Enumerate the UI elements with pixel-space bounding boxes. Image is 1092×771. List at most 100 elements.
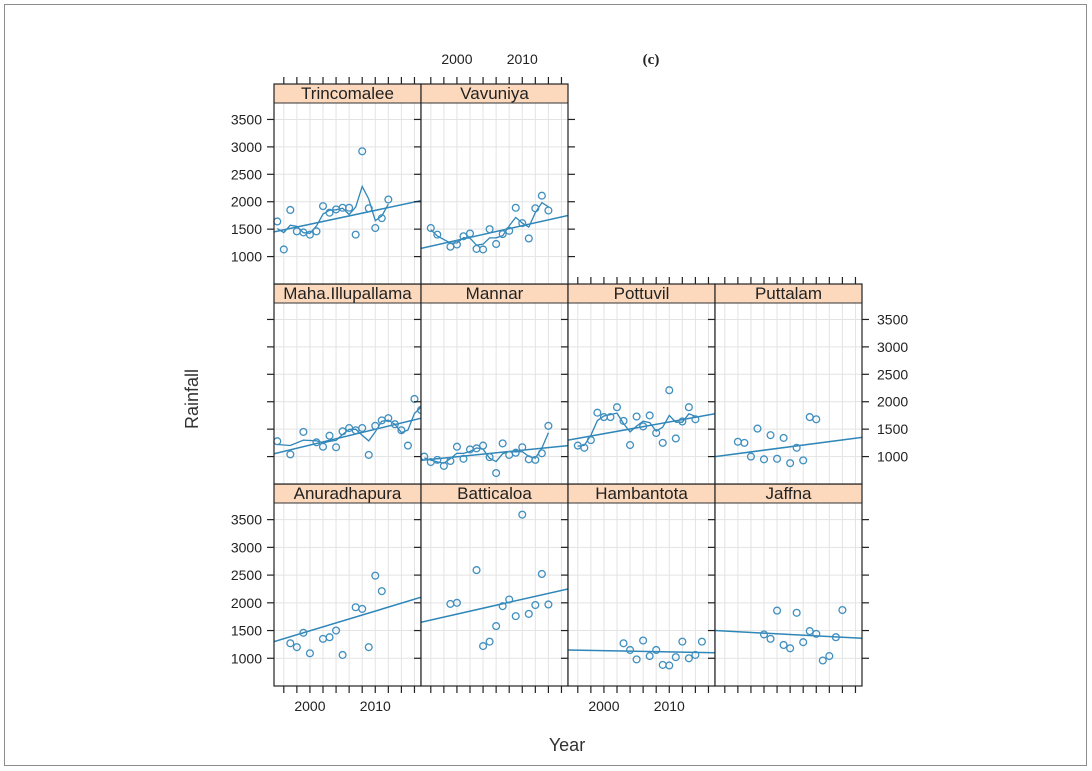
data-point bbox=[537, 191, 546, 200]
data-point bbox=[377, 587, 386, 596]
y-axis-label: Rainfall bbox=[182, 369, 202, 429]
data-point bbox=[358, 604, 367, 613]
trend-line bbox=[568, 649, 715, 654]
data-point bbox=[292, 643, 301, 652]
data-point bbox=[485, 637, 494, 646]
data-point bbox=[639, 636, 648, 645]
data-point bbox=[665, 661, 674, 670]
panel-mannar: Mannar bbox=[414, 283, 569, 485]
data-point bbox=[671, 434, 680, 443]
data-point bbox=[325, 208, 334, 217]
data-point bbox=[773, 606, 782, 615]
data-point bbox=[498, 602, 507, 611]
panel-puttalam: Puttalam bbox=[708, 283, 869, 485]
strip-label-maha-illupallama: Maha.Illupallama bbox=[283, 284, 412, 303]
data-point bbox=[485, 453, 494, 462]
y-tick-label: 3500 bbox=[231, 512, 262, 528]
trend-line bbox=[715, 436, 862, 458]
panel-background bbox=[568, 303, 715, 484]
figure-frame bbox=[4, 4, 1087, 766]
data-point bbox=[766, 634, 775, 643]
data-point bbox=[384, 195, 393, 204]
data-point bbox=[312, 438, 321, 447]
data-point bbox=[465, 229, 475, 238]
data-point bbox=[639, 422, 648, 431]
panel-maha-illupallama: Maha.Illupallama bbox=[267, 283, 426, 485]
data-point bbox=[410, 394, 419, 404]
data-point bbox=[537, 569, 546, 579]
y-tick-label: 1500 bbox=[877, 421, 908, 437]
trend-line bbox=[715, 629, 862, 640]
data-point bbox=[746, 452, 755, 461]
data-point bbox=[544, 421, 553, 430]
data-point bbox=[531, 204, 540, 213]
data-point bbox=[518, 510, 527, 519]
data-point bbox=[505, 595, 514, 604]
data-point bbox=[485, 225, 494, 234]
data-point bbox=[351, 230, 360, 239]
data-point bbox=[645, 411, 654, 420]
data-point bbox=[759, 455, 769, 464]
strip-label-mannar: Mannar bbox=[466, 284, 524, 303]
data-point bbox=[364, 204, 373, 213]
data-point bbox=[358, 147, 367, 156]
data-point bbox=[619, 639, 628, 648]
data-point bbox=[286, 450, 295, 459]
data-point bbox=[697, 637, 706, 646]
data-point bbox=[678, 637, 687, 646]
strip-label-batticaloa: Batticaloa bbox=[457, 484, 532, 503]
panel-background bbox=[715, 503, 862, 686]
strip-label-puttalam: Puttalam bbox=[755, 284, 822, 303]
y-tick-label: 1000 bbox=[231, 650, 262, 666]
data-point bbox=[678, 417, 687, 426]
data-point bbox=[593, 408, 602, 417]
data-point bbox=[332, 443, 341, 452]
data-point bbox=[492, 239, 501, 249]
data-point bbox=[825, 652, 834, 661]
smooth-line bbox=[577, 412, 696, 447]
data-point bbox=[492, 622, 501, 631]
panel-jaffna: Jaffna bbox=[708, 483, 869, 687]
x-tick-label: 2010 bbox=[654, 698, 685, 714]
data-point bbox=[279, 245, 288, 254]
y-tick-label: 3000 bbox=[231, 139, 262, 155]
axes-layer: 1000 1500 2000 2500 3000 3500 1000 1500 2000 2500… bbox=[231, 51, 909, 714]
trend-line bbox=[274, 417, 421, 455]
data-point bbox=[358, 424, 367, 433]
data-point bbox=[799, 456, 808, 465]
panels-layer: Anuradhapura Batticaloa Hambantota Jaffna Ma… bbox=[267, 83, 869, 687]
data-point bbox=[433, 230, 442, 239]
data-point bbox=[498, 439, 507, 448]
panel-hambantota: Hambantota bbox=[561, 483, 716, 687]
y-tick-label: 2000 bbox=[877, 394, 908, 410]
data-point bbox=[632, 412, 641, 421]
data-point bbox=[792, 443, 801, 452]
data-point bbox=[691, 650, 700, 659]
data-point bbox=[492, 468, 501, 478]
data-point bbox=[786, 644, 795, 653]
data-point bbox=[325, 633, 334, 642]
data-point bbox=[531, 455, 540, 464]
panel-background bbox=[421, 103, 568, 284]
data-point bbox=[472, 566, 481, 575]
data-point bbox=[318, 202, 328, 211]
strip-label-pottuvil: Pottuvil bbox=[614, 284, 670, 303]
panel-background bbox=[421, 303, 568, 484]
data-point bbox=[384, 414, 393, 423]
data-point bbox=[779, 433, 788, 442]
data-point bbox=[658, 438, 667, 447]
trend-line bbox=[421, 444, 568, 462]
data-point bbox=[759, 630, 769, 639]
x-tick-label: 2010 bbox=[360, 698, 391, 714]
panel-border bbox=[420, 83, 569, 285]
panel-background bbox=[274, 503, 421, 686]
data-point bbox=[305, 230, 314, 239]
data-point bbox=[498, 230, 507, 239]
data-point bbox=[537, 449, 546, 458]
x-tick-label: 2000 bbox=[588, 698, 619, 714]
data-point bbox=[684, 403, 693, 412]
data-point bbox=[799, 638, 808, 647]
y-tick-label: 1000 bbox=[877, 449, 908, 465]
y-tick-label: 1000 bbox=[231, 249, 262, 265]
data-point bbox=[838, 605, 847, 615]
